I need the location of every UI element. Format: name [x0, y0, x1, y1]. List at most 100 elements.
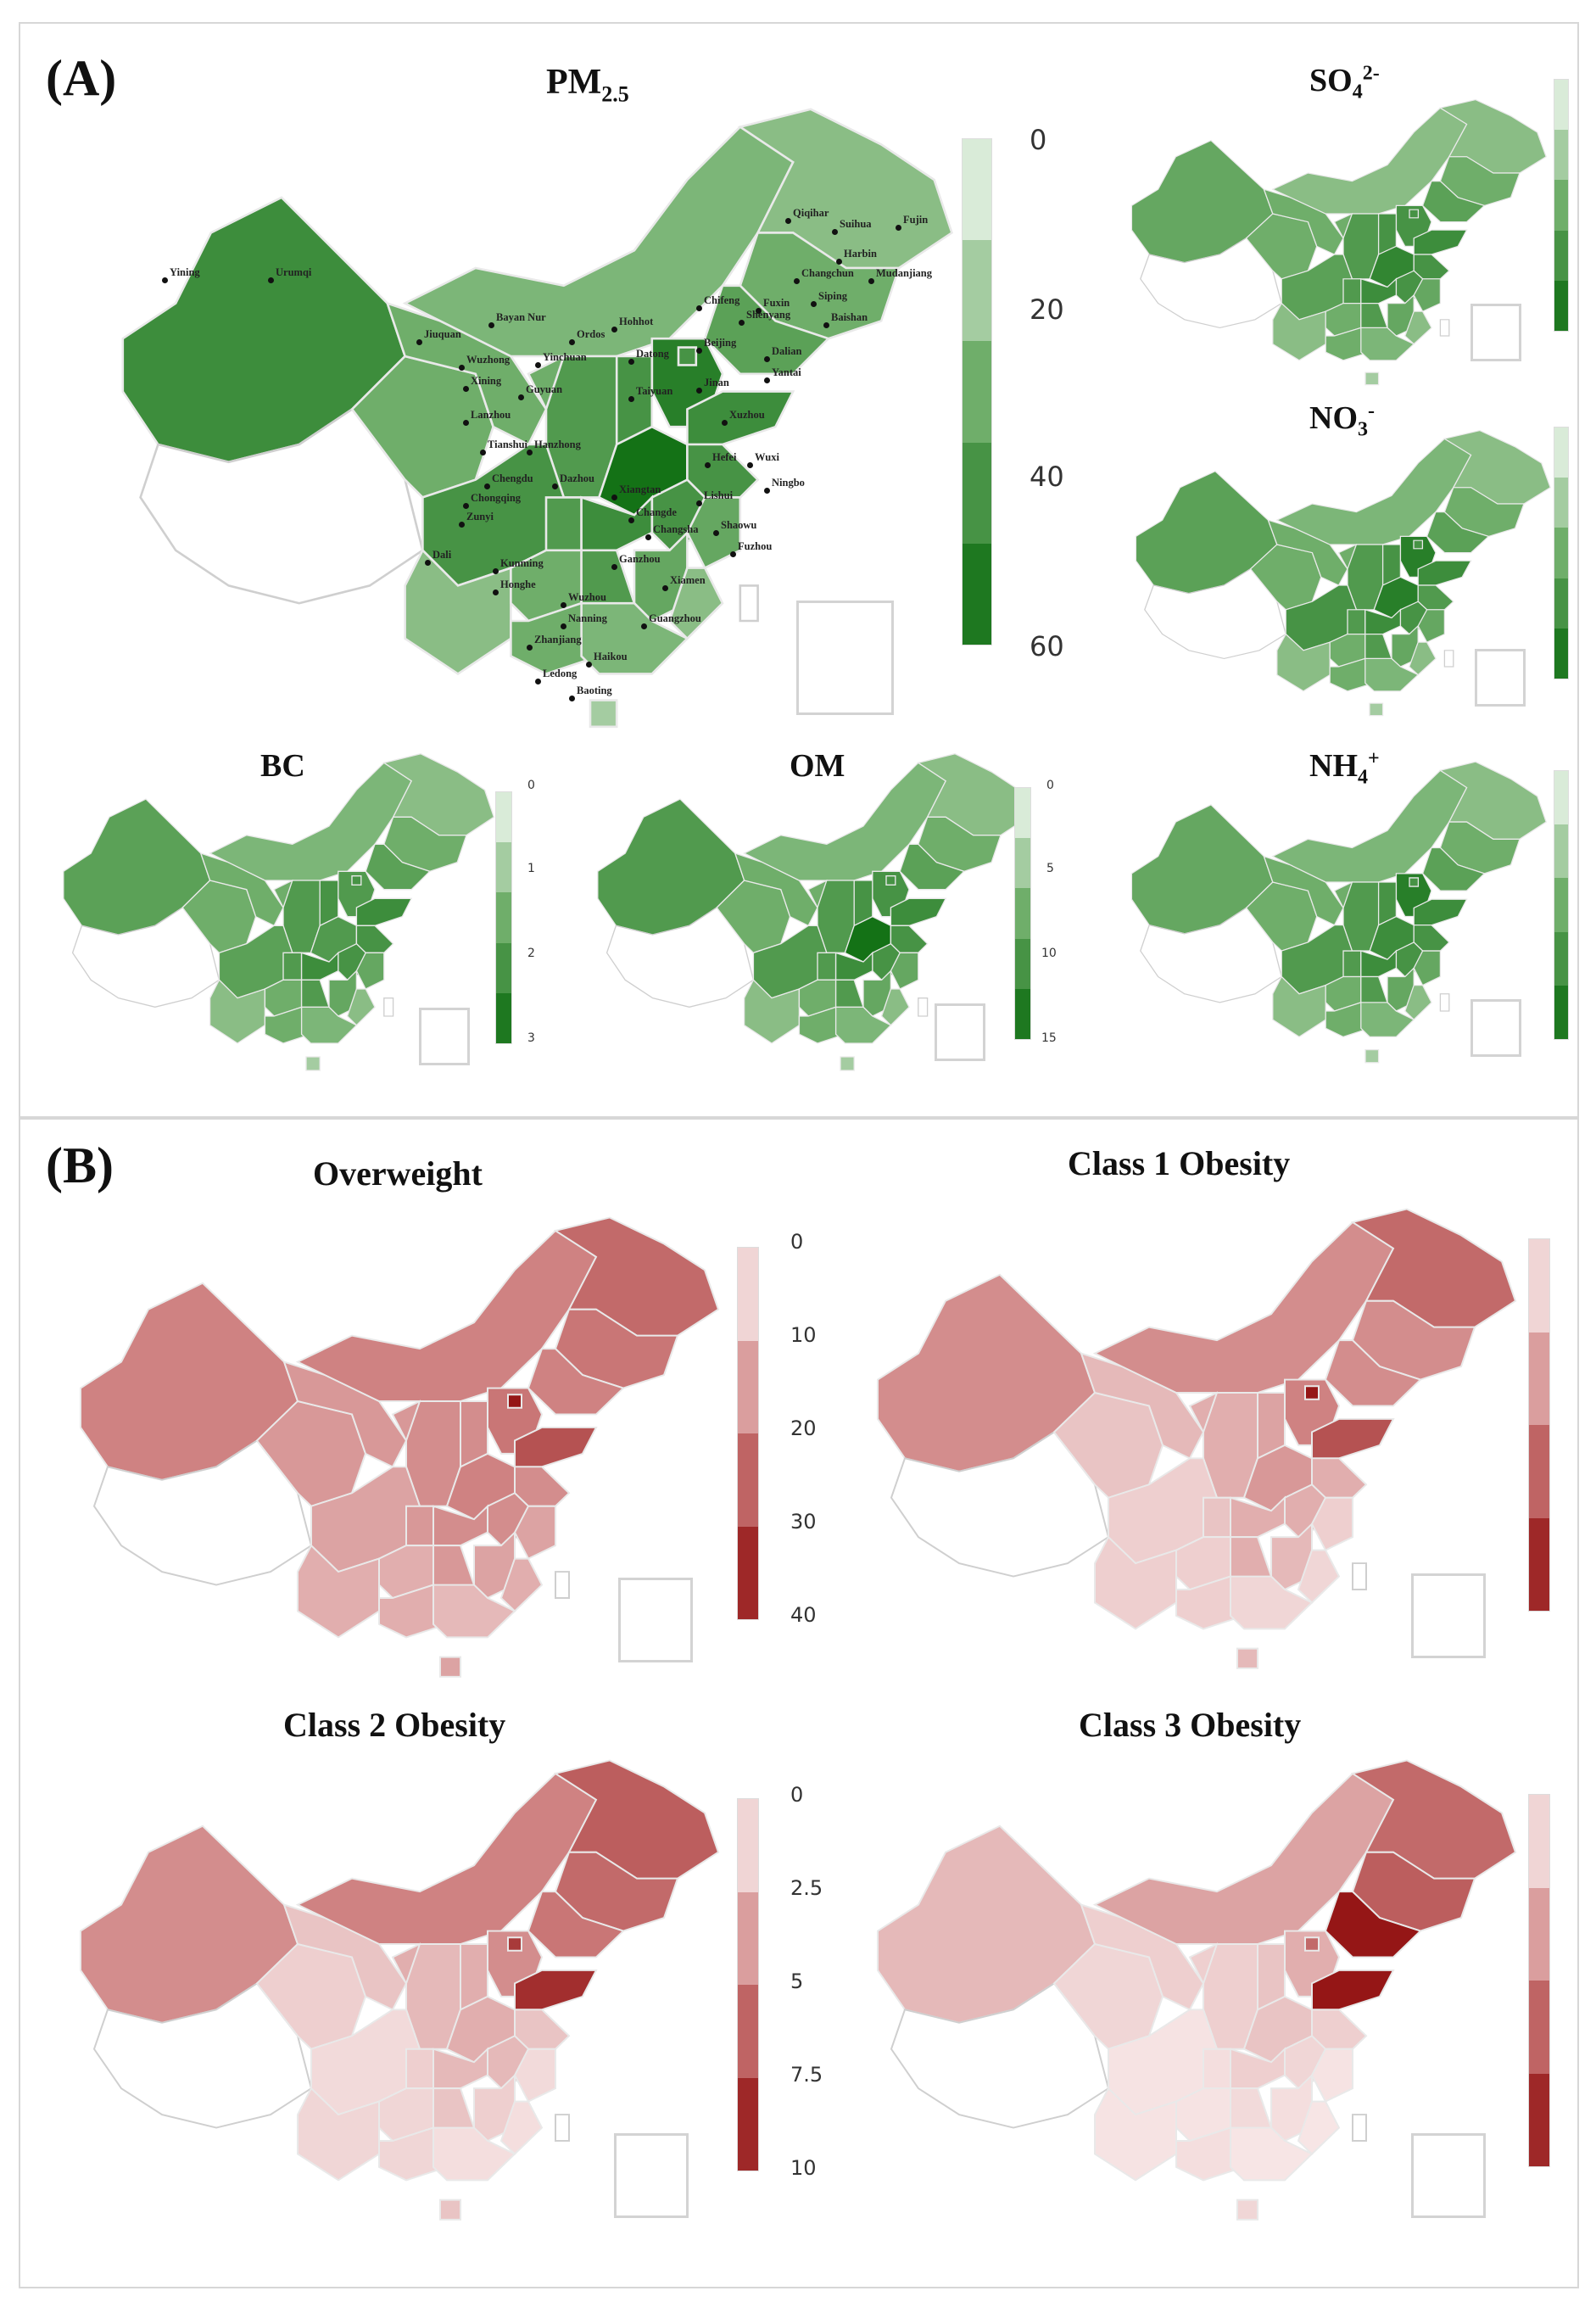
city-label: Mudanjiang	[876, 267, 932, 279]
province-chongqing	[1203, 2048, 1231, 2090]
city-label: Haikou	[594, 651, 628, 662]
no3-title: NO3-	[1309, 399, 1375, 441]
province-tibet	[92, 1982, 313, 2129]
province-chongqing	[1347, 609, 1366, 635]
nh4-title: NH4+	[1309, 747, 1380, 789]
colorbar-step	[738, 1433, 758, 1527]
province-fujian	[1297, 1549, 1341, 1604]
province-zhejiang	[1417, 609, 1446, 644]
city-marker	[628, 517, 634, 523]
province-fujian	[1404, 984, 1432, 1021]
colorbar-step	[1554, 478, 1568, 528]
city-marker	[662, 585, 668, 591]
province-chongqing	[1203, 1496, 1231, 1539]
province-yunnan	[1272, 302, 1326, 361]
colorbar-step	[963, 543, 991, 645]
province-fujian	[1404, 310, 1432, 345]
province-fujian	[880, 988, 910, 1026]
city-marker	[459, 522, 465, 528]
city-marker	[764, 377, 770, 383]
province-hainan	[840, 1056, 855, 1071]
province-liaoning	[1324, 1339, 1422, 1407]
class1-title: Class 1 Obesity	[1068, 1144, 1291, 1182]
colorbar-step	[1554, 280, 1568, 331]
city-marker	[425, 560, 431, 566]
colorbar-step	[1529, 1887, 1549, 1981]
province-hainan	[589, 699, 618, 729]
province-guangdong	[1360, 1002, 1415, 1038]
province-zhejiang	[1413, 950, 1442, 986]
city-marker	[569, 339, 575, 345]
city-label: Dazhou	[560, 472, 594, 484]
province-tibet	[605, 907, 755, 1009]
colorbar-step	[496, 842, 511, 893]
class2-tick: 10	[790, 2156, 817, 2180]
province-taiwan	[555, 2114, 570, 2142]
city-marker	[756, 308, 762, 314]
city-label: Shenyang	[746, 309, 791, 321]
city-label: Guangzhou	[649, 612, 701, 624]
city-marker	[535, 679, 541, 684]
om-tick: 15	[1041, 1031, 1057, 1045]
om-tick: 10	[1041, 947, 1057, 960]
province-tibet	[890, 1982, 1110, 2129]
bc-colorbar	[495, 791, 512, 1044]
province-beijing	[351, 875, 362, 886]
class2-title: Class 2 Obesity	[283, 1706, 506, 1744]
bc-title: BC	[260, 748, 305, 784]
city-marker	[493, 589, 499, 595]
province-taiwan	[1439, 319, 1450, 337]
province-liaoning	[527, 1891, 625, 1958]
city-label: Ordos	[577, 328, 605, 340]
city-label: Harbin	[844, 248, 877, 260]
nh4-colorbar	[1554, 770, 1569, 1040]
city-marker	[739, 320, 745, 326]
colorbar-step	[1554, 931, 1568, 986]
pm25-title: PM2.5	[546, 63, 629, 107]
city-label: Fuzhou	[738, 540, 773, 552]
colorbar-step	[738, 1340, 758, 1433]
city-label: Baoting	[577, 684, 612, 696]
province-hainan	[305, 1056, 321, 1071]
colorbar-step	[1015, 938, 1030, 989]
city-label: Ledong	[543, 668, 578, 679]
city-marker	[747, 462, 753, 468]
no3-colorbar	[1554, 427, 1569, 679]
province-guangdong	[1364, 657, 1420, 692]
city-marker	[794, 278, 800, 284]
city-marker	[535, 362, 541, 368]
no3-map	[1135, 429, 1551, 717]
city-marker	[696, 388, 702, 394]
city-marker	[705, 462, 711, 468]
province-tibet	[71, 907, 220, 1009]
pm25-south-sea-inset	[796, 601, 894, 715]
bc-tick: 1	[527, 862, 535, 875]
city-marker	[628, 359, 634, 365]
province-fujian	[668, 567, 724, 640]
province-guangdong	[1230, 1575, 1314, 1630]
province-tibet	[92, 1439, 313, 1586]
province-chongqing	[817, 952, 837, 981]
province-liaoning	[899, 843, 966, 891]
city-marker	[552, 483, 558, 489]
colorbar-step	[1554, 628, 1568, 679]
city-marker	[463, 503, 469, 509]
province-guangdong	[1360, 327, 1415, 361]
province-beijing	[1409, 209, 1420, 219]
class1-obesity-map	[877, 1208, 1517, 1669]
city-marker	[569, 696, 575, 701]
class1-colorbar	[1528, 1238, 1550, 1612]
colorbar-step	[1529, 1239, 1549, 1333]
bc-tick: 2	[527, 947, 535, 960]
city-label: Wuzhou	[568, 591, 606, 603]
city-marker	[764, 488, 770, 494]
city-label: Qiqihar	[793, 207, 829, 219]
province-yunnan	[1094, 2087, 1177, 2182]
city-label: Lishui	[704, 489, 734, 501]
overweight-tick: 30	[790, 1510, 817, 1534]
city-label: Fuxin	[763, 297, 790, 309]
city-label: Wuzhong	[466, 354, 511, 366]
class2-colorbar	[737, 1798, 759, 2171]
province-hainan	[1364, 1048, 1380, 1064]
province-taiwan	[1352, 1562, 1367, 1590]
